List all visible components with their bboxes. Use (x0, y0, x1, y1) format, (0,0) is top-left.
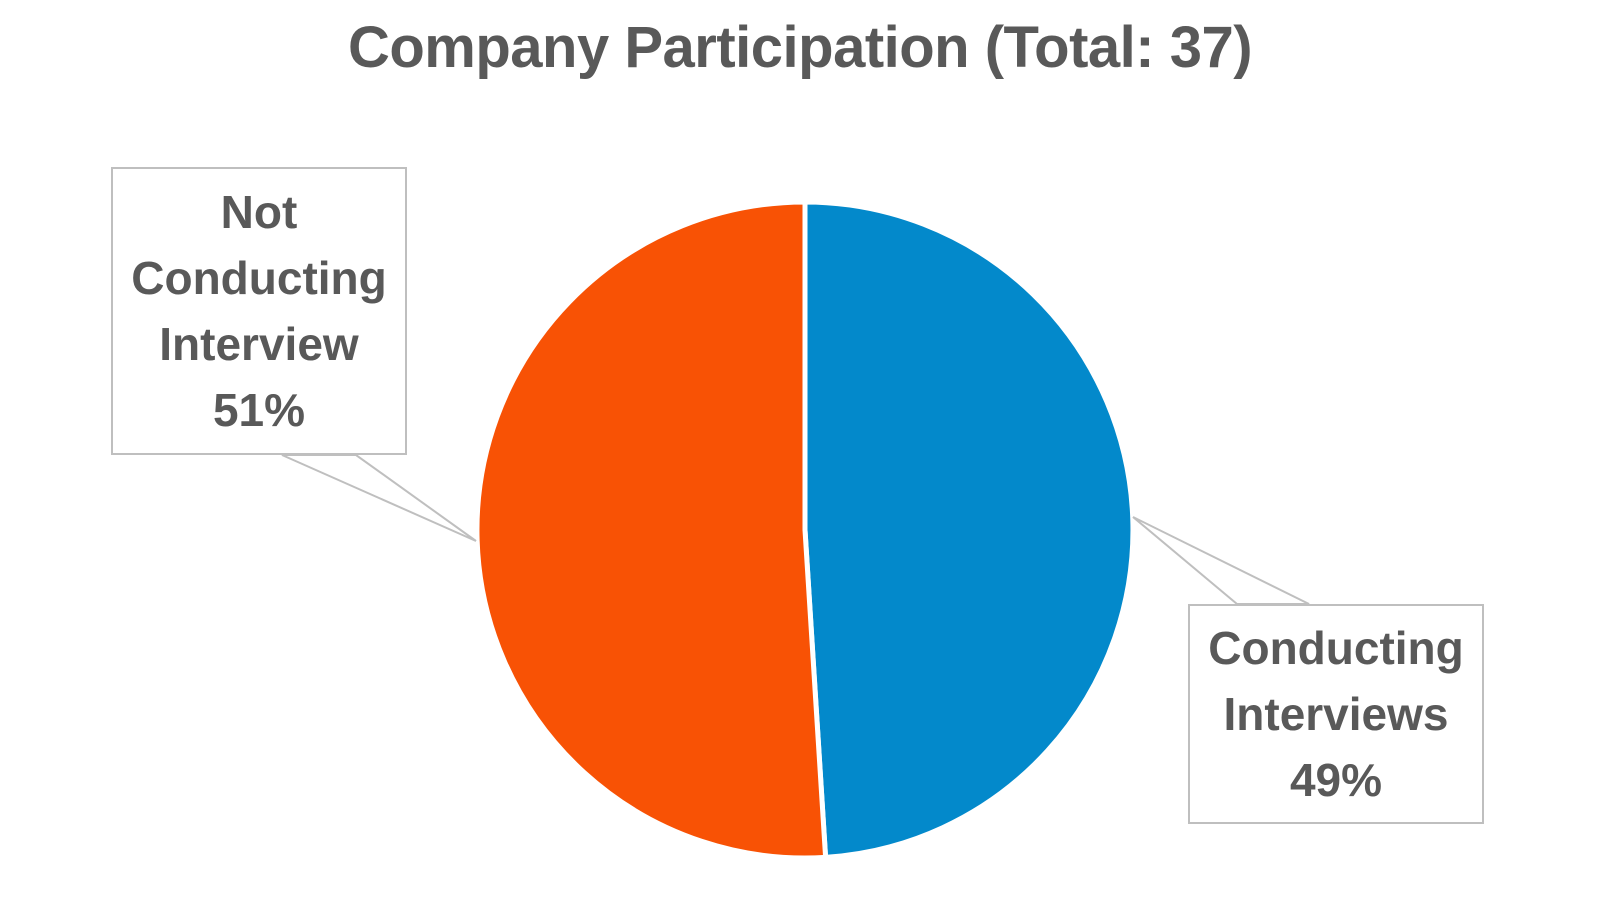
slice-percent-conducting: 49% (1289, 754, 1383, 806)
leader-line-conducting (1132, 516, 1310, 605)
pie-slice-conducting (802, 199, 1136, 860)
chart-title: Company Participation (Total: 37) (347, 15, 1253, 80)
slice-percent-not-conducting: 51% (212, 384, 306, 436)
data-label-conducting: Conducting Interviews 49% (1188, 604, 1484, 824)
data-label-not-conducting: Not Conducting Interview 51% (111, 167, 407, 455)
pie-slices (474, 199, 1136, 861)
slice-label-conducting: Conducting Interviews (1208, 622, 1464, 740)
slice-label-not-conducting: Not Conducting Interview (131, 186, 387, 370)
leader-line-not-conducting (281, 454, 477, 542)
pie-slice-not-conducting (474, 199, 829, 861)
